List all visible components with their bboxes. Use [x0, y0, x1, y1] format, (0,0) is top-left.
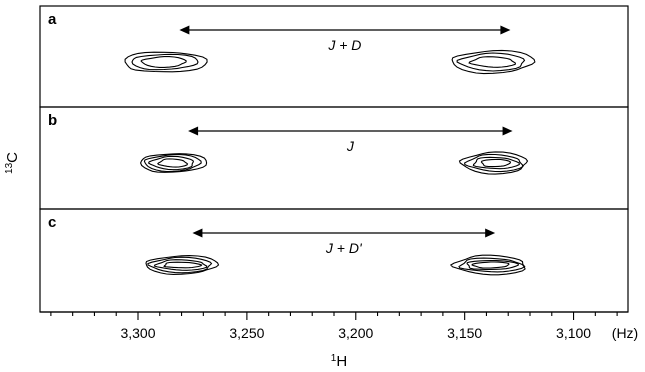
contour-line	[458, 257, 526, 273]
contour-line	[471, 261, 510, 269]
coupling-label: J + D'	[325, 240, 363, 256]
contour-line	[451, 49, 536, 75]
x-tick-label: 3,150	[447, 325, 482, 341]
contour-line	[153, 259, 208, 271]
panel-label: c	[48, 214, 56, 231]
contour-peak	[449, 254, 526, 276]
panel-a: a J + D	[39, 5, 629, 108]
x-tick-label: 3,300	[120, 325, 155, 341]
panel-frame	[39, 208, 629, 313]
contour-peak	[139, 153, 208, 173]
contour-line	[456, 52, 526, 72]
contour-line	[449, 254, 526, 276]
contour-peak	[124, 51, 208, 73]
contour-line	[147, 256, 213, 274]
x-axis-title-superscript: 1	[331, 353, 337, 364]
panel-frame	[39, 106, 629, 210]
contour-line	[139, 153, 208, 173]
coupling-label: J	[346, 138, 355, 154]
contour-peak	[451, 49, 536, 75]
arrow-head-right	[485, 228, 496, 238]
contour-line	[480, 158, 512, 168]
contour-line	[147, 155, 195, 171]
contour-line	[468, 56, 517, 68]
arrow-head-right	[500, 25, 511, 35]
x-tick-label: 3,100	[556, 325, 591, 341]
arrow-head-left	[192, 228, 203, 238]
contour-line	[463, 153, 524, 173]
contour-line	[466, 260, 520, 270]
x-axis-title: 1H	[331, 353, 347, 370]
contour-peak	[458, 151, 529, 175]
contour-line	[458, 151, 529, 175]
contour-line	[143, 153, 202, 173]
x-axis-title-text: H	[336, 353, 347, 370]
arrow-head-left	[179, 25, 190, 35]
y-axis-title-text: C	[4, 152, 21, 163]
panel-label: b	[48, 112, 57, 129]
y-axis-title: 13C	[4, 152, 21, 174]
x-axis-unit: (Hz)	[612, 325, 638, 341]
contour-line	[140, 56, 187, 68]
panel-label: a	[48, 11, 57, 28]
x-tick-label: 3,200	[338, 325, 373, 341]
contour-line	[124, 51, 208, 73]
contour-line	[472, 156, 520, 170]
arrow-head-right	[502, 126, 513, 136]
x-axis: 3,300 3,250 3,200 3,150 3,100	[40, 311, 628, 341]
panel-c: c J + D'	[39, 208, 629, 313]
coupling-label: J + D	[327, 37, 361, 53]
y-axis-title-superscript: 13	[4, 162, 15, 174]
contour-line	[163, 261, 203, 269]
panel-b: bJ	[39, 106, 629, 210]
contour-peak	[145, 255, 220, 275]
contour-line	[145, 255, 220, 275]
x-tick-label: 3,250	[229, 325, 264, 341]
arrow-head-left	[188, 126, 199, 136]
contour-line	[131, 53, 199, 71]
contour-line	[157, 158, 189, 168]
